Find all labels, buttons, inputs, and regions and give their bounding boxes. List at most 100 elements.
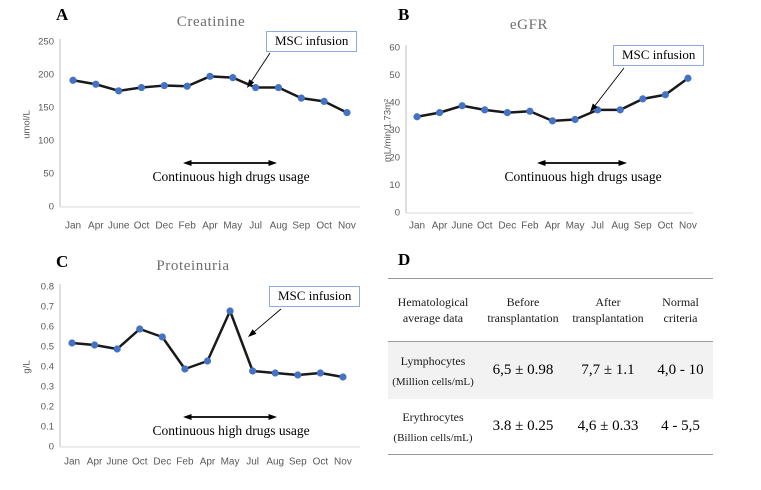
- x-tick-label: June: [108, 221, 130, 232]
- row-name: Lymphocytes: [400, 353, 466, 368]
- x-tick-label: Oct: [658, 221, 674, 232]
- x-tick-label: Dec: [498, 221, 516, 232]
- table-header-row: Hematological average data Before transp…: [388, 279, 713, 342]
- msc-arrowhead-icon: [247, 79, 255, 88]
- left-arrowhead-icon: [183, 414, 192, 420]
- data-point-marker: [274, 83, 283, 92]
- data-point-marker: [136, 325, 144, 333]
- x-tick-label: June: [451, 221, 473, 232]
- data-point-marker: [252, 83, 260, 92]
- data-point-marker: [68, 339, 76, 347]
- y-tick-label: 0.5: [41, 342, 54, 353]
- data-line: [70, 309, 345, 379]
- y-tick-label: 40: [389, 98, 400, 109]
- data-point-marker: [249, 367, 257, 375]
- right-arrowhead-icon: [618, 160, 627, 166]
- y-tick-label: 150: [38, 103, 54, 114]
- data-point-marker: [339, 373, 347, 381]
- data-point-marker: [320, 97, 328, 105]
- data-line: [415, 77, 690, 123]
- msc-arrow-line: [252, 308, 282, 334]
- x-tick-label: Jan: [65, 221, 81, 232]
- row-name: Erythrocytes: [402, 409, 464, 424]
- x-tick-label: Aug: [270, 221, 288, 232]
- data-point-marker: [616, 106, 624, 114]
- x-tick-label: Aug: [266, 457, 284, 468]
- x-tick-label: Apr: [88, 221, 104, 232]
- data-point-marker: [297, 94, 305, 102]
- x-tick-label: Apr: [87, 457, 103, 468]
- data-line: [71, 75, 349, 114]
- drug-usage-label: Continuous high drugs usage: [504, 169, 662, 184]
- row-label: Erythrocytes (Billion cells/mL): [388, 410, 478, 444]
- msc-arrow-line: [593, 67, 625, 108]
- x-tick-label: Nov: [338, 221, 356, 232]
- data-point-marker: [115, 87, 123, 95]
- panel-letter-b: B: [398, 5, 410, 24]
- data-point-marker: [343, 109, 351, 117]
- hematology-table: Hematological average data Before transp…: [388, 278, 713, 455]
- row-unit: (Million cells/mL): [392, 375, 474, 388]
- data-point-marker: [661, 91, 669, 99]
- data-point-marker: [294, 371, 302, 379]
- y-tick-label: 0.1: [41, 422, 54, 433]
- y-tick-label: 250: [38, 37, 54, 48]
- x-tick-label: Jan: [409, 221, 425, 232]
- drug-usage-label: Continuous high drugs usage: [152, 423, 310, 438]
- x-tick-label: Apr: [545, 221, 561, 232]
- y-tick-label: 0.8: [41, 282, 54, 293]
- value-before: 6,5 ± 0.98: [492, 362, 554, 378]
- x-tick-label: May: [566, 221, 585, 232]
- x-tick-label: June: [106, 457, 128, 468]
- right-arrowhead-icon: [268, 414, 277, 420]
- data-point-marker: [90, 341, 99, 349]
- panel-letter-a: A: [56, 5, 69, 24]
- col-header-after: After transplantation: [572, 294, 644, 325]
- x-tick-label: Apr: [202, 221, 218, 232]
- panel-proteinuria: C Proteinuria 0 0.1 0.2 0.3 0.4 0.5 0.6 0.7 0.8 J…: [0, 245, 380, 490]
- value-after: 4,6 ± 0.33: [577, 418, 639, 434]
- data-point-marker: [481, 106, 489, 114]
- data-point-marker: [271, 369, 279, 377]
- value-normal: 4,0 - 10: [657, 362, 704, 378]
- y-tick-label: 30: [389, 125, 400, 136]
- x-tick-label: Jul: [246, 457, 259, 468]
- panel-letter-d: D: [398, 250, 411, 269]
- left-arrowhead-icon: [537, 160, 546, 166]
- data-point-marker: [503, 109, 511, 117]
- x-tick-label: Apr: [432, 221, 448, 232]
- y-axis-unit-label: umol/L: [22, 110, 33, 139]
- y-tick-label: 50: [389, 70, 400, 81]
- row-label: Lymphocytes (Million cells/mL): [388, 354, 478, 388]
- panel-egfr: B eGFR 0 10 20 30 40 50 60 Jan Apr June Oct Dec Feb A…: [381, 0, 761, 245]
- y-tick-label: 0.3: [41, 382, 54, 393]
- x-tick-label: Sep: [292, 221, 310, 232]
- x-tick-label: Aug: [611, 221, 629, 232]
- col-header-normal: Normal criteria: [662, 294, 699, 325]
- value-before: 3.8 ± 0.25: [492, 418, 554, 434]
- x-tick-label: Oct: [132, 457, 148, 468]
- data-point-marker: [548, 117, 557, 125]
- data-point-marker: [413, 113, 421, 121]
- data-point-marker: [639, 95, 647, 103]
- table-row-lymphocytes: Lymphocytes (Million cells/mL) 6,5 ± 0.9…: [388, 342, 713, 399]
- x-tick-label: Oct: [477, 221, 493, 232]
- col-header-before: Before transplantation: [487, 294, 559, 325]
- x-tick-label: May: [223, 221, 242, 232]
- data-point-marker: [435, 109, 444, 117]
- y-tick-label: 0.7: [41, 302, 54, 313]
- x-tick-label: Jul: [249, 221, 262, 232]
- chart-title-proteinuria: Proteinuria: [156, 258, 230, 274]
- value-normal: 4 - 5,5: [661, 418, 700, 434]
- panel-hematology-table: D Hematological average data Before tran…: [381, 245, 761, 490]
- x-tick-label: Jul: [591, 221, 604, 232]
- data-point-marker: [229, 74, 237, 82]
- data-point-marker: [158, 333, 166, 341]
- y-tick-label: 60: [389, 43, 400, 54]
- y-tick-label: 10: [389, 180, 400, 191]
- value-after: 7,7 ± 1.1: [581, 362, 635, 378]
- data-point-marker: [69, 76, 77, 84]
- msc-infusion-annotation: MSC infusion: [269, 286, 361, 307]
